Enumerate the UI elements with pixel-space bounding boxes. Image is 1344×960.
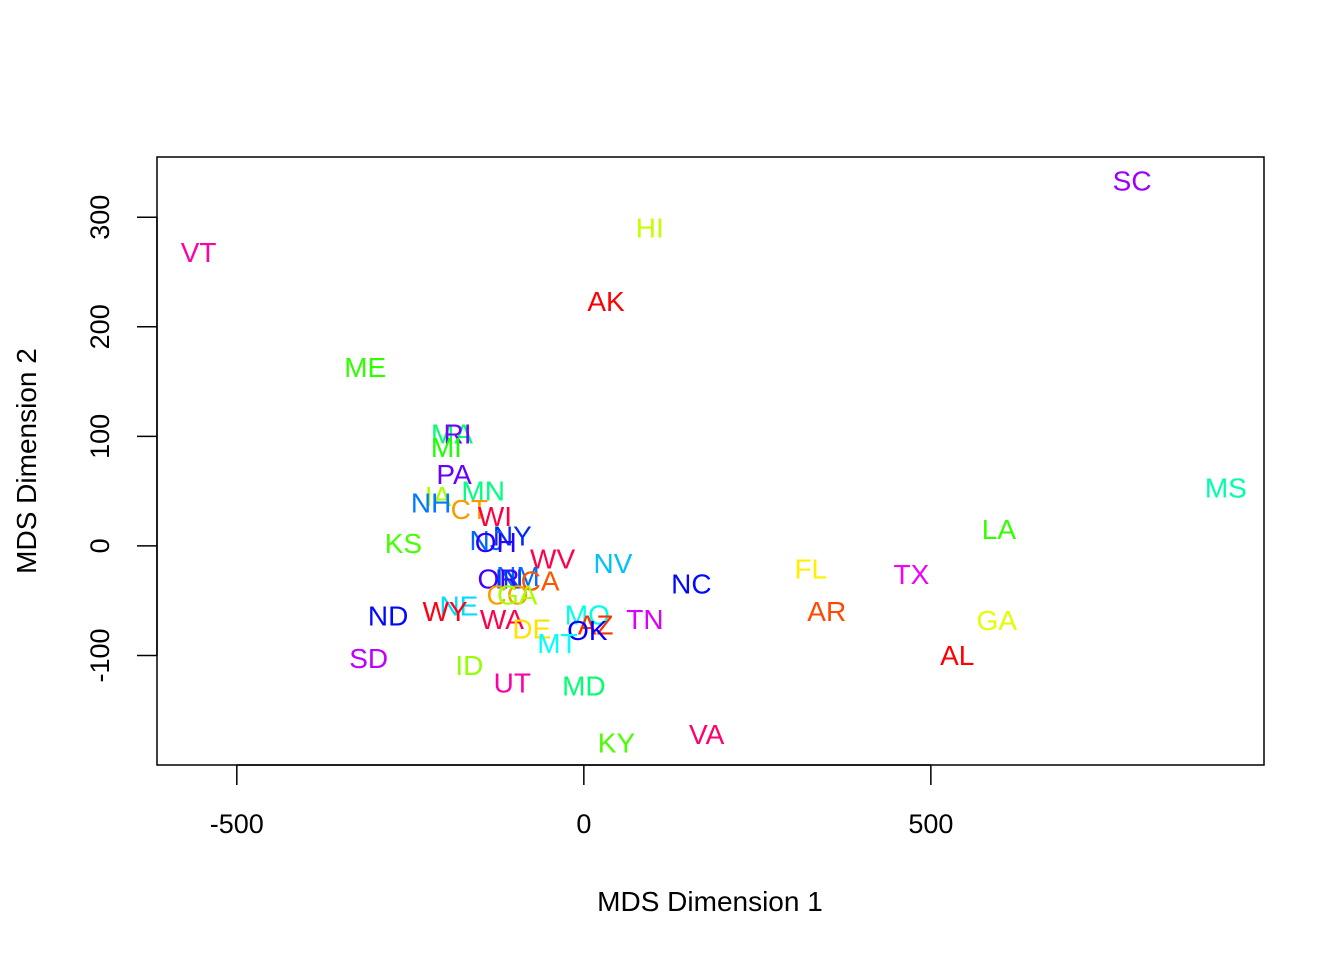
point-label-ky: KY <box>598 728 636 759</box>
point-label-ok: OK <box>567 615 608 646</box>
point-label-mt: MT <box>537 628 577 659</box>
point-label-mi: MI <box>431 432 462 463</box>
point-label-de: DE <box>512 614 551 645</box>
point-label-ks: KS <box>385 528 422 559</box>
y-tick-label: 100 <box>85 414 115 459</box>
point-label-oh: OH <box>475 527 517 558</box>
point-label-or: OR <box>477 563 519 594</box>
point-label-mo: MO <box>565 599 610 630</box>
point-label-wy: WY <box>422 596 467 627</box>
point-label-ak: AK <box>587 286 625 317</box>
x-tick-label: 500 <box>908 809 953 839</box>
point-label-nv: NV <box>594 548 633 579</box>
point-label-ne: NE <box>439 591 478 622</box>
point-label-az: AZ <box>578 609 614 640</box>
point-label-nj: NJ <box>470 525 504 556</box>
point-label-id: ID <box>455 650 483 681</box>
x-axis: -500 0 500 <box>210 764 953 839</box>
point-label-la: LA <box>982 514 1017 545</box>
point-label-ut: UT <box>494 667 531 698</box>
y-axis-title: MDS Dimension 2 <box>11 348 42 574</box>
point-label-ri: RI <box>444 419 472 450</box>
point-label-al: AL <box>940 640 974 671</box>
point-label-in: IN <box>495 563 523 594</box>
point-label-fl: FL <box>794 553 827 584</box>
point-label-pa: PA <box>436 459 472 490</box>
point-label-hi: HI <box>636 213 664 244</box>
point-label-va: VA <box>689 719 725 750</box>
point-label-ny: NY <box>493 521 532 552</box>
point-label-md: MD <box>562 671 606 702</box>
y-axis: -100 0 100 200 300 <box>85 195 158 682</box>
y-tick-label: 0 <box>85 538 115 553</box>
point-label-me: ME <box>344 352 386 383</box>
x-tick-label: 0 <box>576 809 591 839</box>
point-label-mn: MN <box>461 476 505 507</box>
point-label-ar: AR <box>807 596 846 627</box>
point-label-tn: TN <box>626 604 663 635</box>
point-label-wi: WI <box>478 501 512 532</box>
point-label-nd: ND <box>368 601 408 632</box>
y-tick-label: -100 <box>85 628 115 682</box>
y-tick-label: 300 <box>85 195 115 240</box>
point-label-tx: TX <box>894 559 930 590</box>
x-axis-title: MDS Dimension 1 <box>597 886 823 917</box>
point-label-ia: IA <box>425 481 452 512</box>
point-label-nm: NM <box>496 561 540 592</box>
y-tick-label: 200 <box>85 304 115 349</box>
point-label-ms: MS <box>1205 472 1247 503</box>
point-label-co: CO <box>486 580 528 611</box>
point-label-sd: SD <box>349 643 388 674</box>
point-label-ca: CA <box>521 565 560 596</box>
point-label-wv: WV <box>530 544 575 575</box>
point-label-nh: NH <box>411 488 451 519</box>
point-label-vt: VT <box>181 237 217 268</box>
point-label-ct: CT <box>451 494 488 525</box>
point-label-nc: NC <box>671 569 711 600</box>
point-label-ma: MA <box>431 419 473 450</box>
plot-frame <box>156 156 1265 766</box>
point-label-wa: WA <box>480 604 524 635</box>
point-label-sc: SC <box>1113 166 1152 197</box>
x-tick-label: -500 <box>210 809 264 839</box>
point-label-ga: GA <box>977 605 1018 636</box>
point-label-ga: GA <box>497 580 538 611</box>
